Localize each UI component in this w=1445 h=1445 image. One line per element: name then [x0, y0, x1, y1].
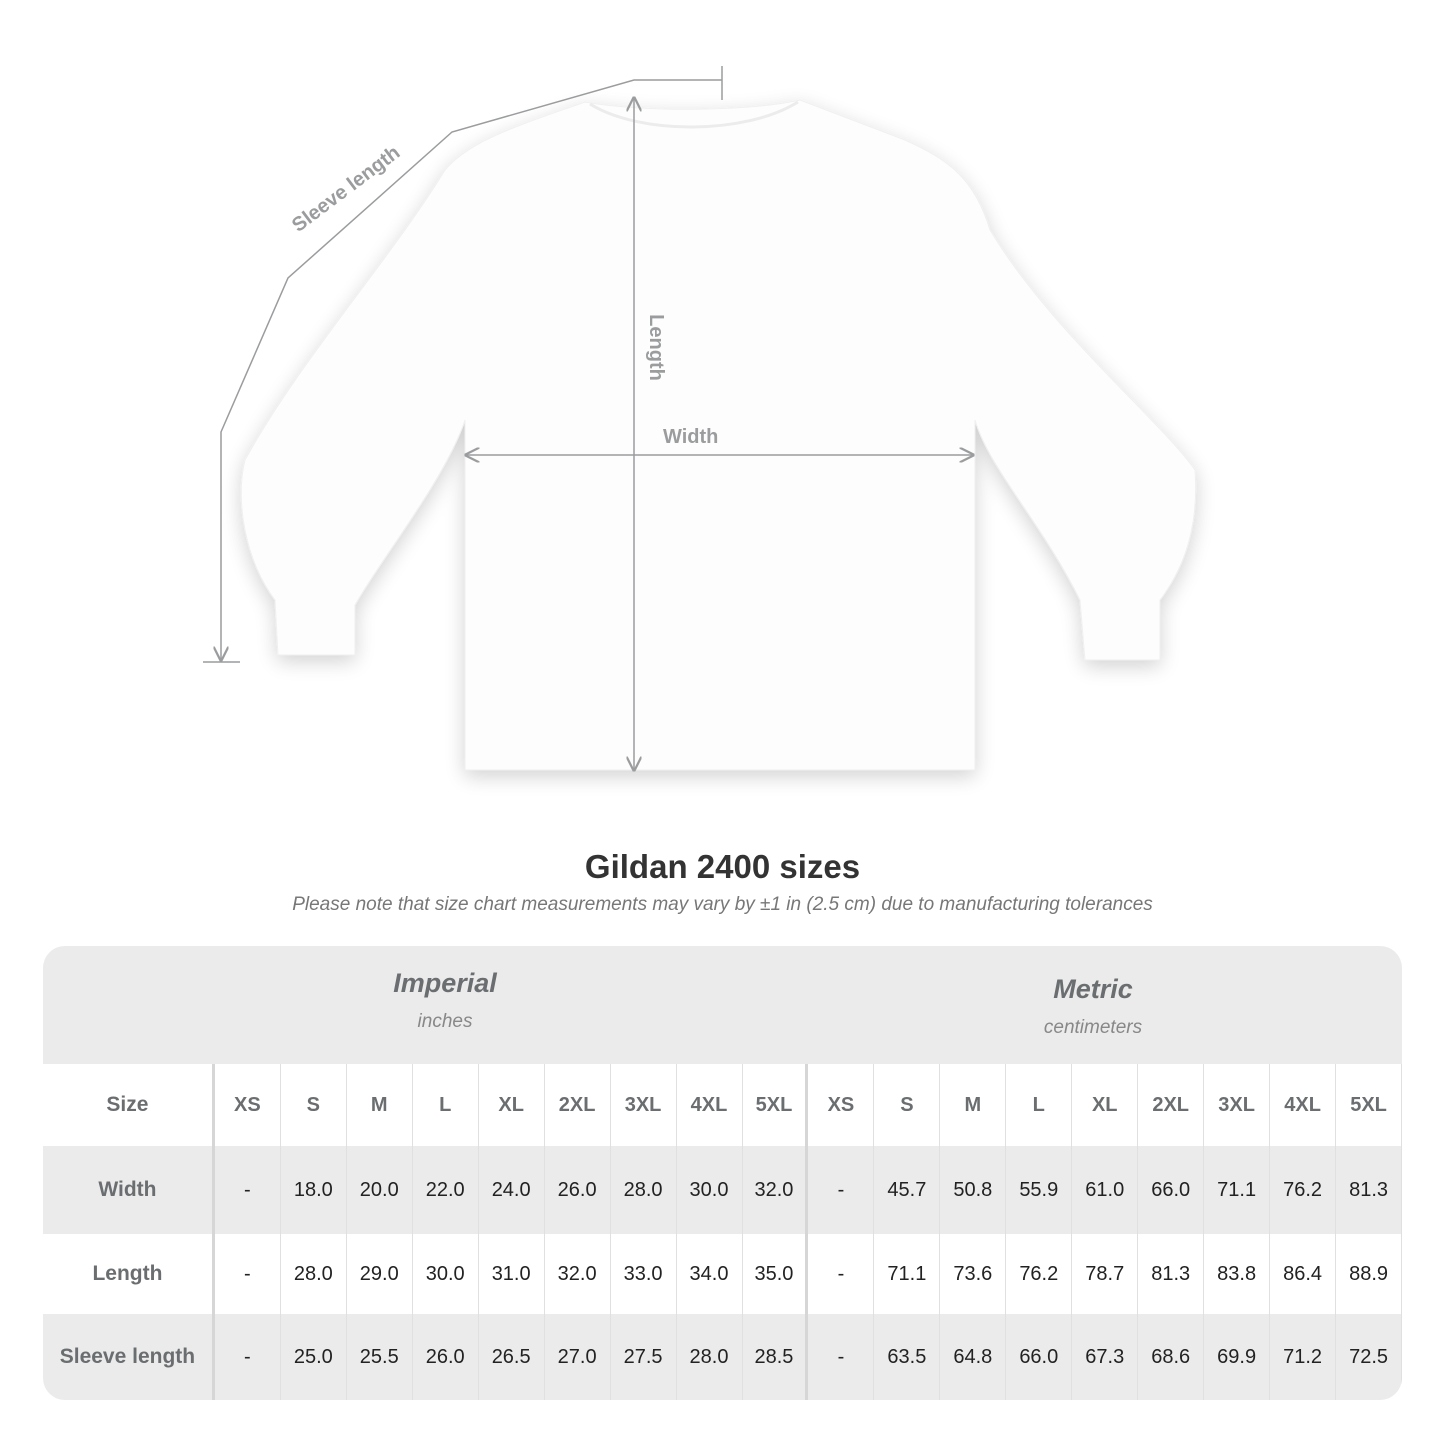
- imperial-value-cell: 31.0: [479, 1234, 545, 1314]
- metric-value-cell: 55.9: [1006, 1146, 1073, 1234]
- imperial-value-cell: 28.5: [743, 1314, 809, 1400]
- size-header-cell: XS: [215, 1064, 281, 1146]
- imperial-value-cell: 27.5: [611, 1314, 677, 1400]
- size-label: Size: [43, 1064, 215, 1146]
- imperial-value-cell: 28.0: [611, 1146, 677, 1234]
- metric-title: Metric: [1053, 974, 1133, 1004]
- imperial-value-cell: 30.0: [677, 1146, 743, 1234]
- metric-value-cell: 66.0: [1006, 1314, 1073, 1400]
- size-header-cell: 5XL: [1336, 1064, 1402, 1146]
- metric-value-cell: 63.5: [874, 1314, 941, 1400]
- size-header-cell: 2XL: [1138, 1064, 1205, 1146]
- size-header-cell: 4XL: [1270, 1064, 1337, 1146]
- unit-header-band: [43, 946, 1402, 1064]
- imperial-value-cell: 35.0: [743, 1234, 809, 1314]
- size-header-cell: L: [1006, 1064, 1073, 1146]
- table-row: Width -18.0 20.0 22.0 24.0 26.0 28.0 30.0 32.0-4…: [43, 1146, 1402, 1234]
- shirt-diagram: Sleeve length Length Width: [203, 66, 1197, 820]
- metric-value-cell: 72.5: [1336, 1314, 1402, 1400]
- metric-value-cell: 88.9: [1336, 1234, 1402, 1314]
- metric-value-cell: -: [808, 1314, 875, 1400]
- metric-value-cell: 76.2: [1270, 1146, 1337, 1234]
- imperial-value-cell: 20.0: [347, 1146, 413, 1234]
- metric-value-cell: 81.3: [1336, 1146, 1402, 1234]
- size-header-cell: XL: [1072, 1064, 1139, 1146]
- metric-value-cell: 78.7: [1072, 1234, 1139, 1314]
- page-title: Gildan 2400 sizes: [584, 848, 861, 885]
- metric-value-cell: 67.3: [1072, 1314, 1139, 1400]
- imperial-value-cell: 29.0: [347, 1234, 413, 1314]
- size-header-cell: XL: [479, 1064, 545, 1146]
- size-header-cell: M: [347, 1064, 413, 1146]
- metric-value-cell: 69.9: [1204, 1314, 1271, 1400]
- imperial-value-cell: -: [215, 1234, 281, 1314]
- metric-value-cell: 81.3: [1138, 1234, 1205, 1314]
- table-row: Sleeve length -25.0 25.5 26.0 26.5 27.0 27.5 28…: [43, 1314, 1402, 1400]
- metric-header: Metric centimeters: [843, 974, 1343, 1039]
- size-header-cell: 4XL: [677, 1064, 743, 1146]
- imperial-value-cell: 28.0: [281, 1234, 347, 1314]
- imperial-value-cell: 27.0: [545, 1314, 611, 1400]
- imperial-value-cell: 34.0: [677, 1234, 743, 1314]
- imperial-value-cell: 18.0: [281, 1146, 347, 1234]
- imperial-value-cell: 32.0: [545, 1234, 611, 1314]
- imperial-value-cell: 28.0: [677, 1314, 743, 1400]
- imperial-value-cell: 33.0: [611, 1234, 677, 1314]
- imperial-value-cell: 26.5: [479, 1314, 545, 1400]
- metric-value-cell: 73.6: [940, 1234, 1007, 1314]
- size-header-cell: S: [281, 1064, 347, 1146]
- size-table: Imperial inches Metric centimeters Size X…: [43, 946, 1402, 1400]
- metric-value-cell: 64.8: [940, 1314, 1007, 1400]
- measurement-lines: [203, 66, 973, 770]
- row-label: Length: [43, 1234, 215, 1314]
- metric-value-cell: 45.7: [874, 1146, 941, 1234]
- metric-value-cell: 50.8: [940, 1146, 1007, 1234]
- imperial-value-cell: 30.0: [413, 1234, 479, 1314]
- tolerance-note: Please note that size chart measurements…: [292, 894, 1153, 915]
- imperial-value-cell: 26.0: [413, 1314, 479, 1400]
- size-header-cell: S: [874, 1064, 941, 1146]
- shirt-illustration: [203, 66, 1197, 820]
- imperial-value-cell: 25.5: [347, 1314, 413, 1400]
- size-header-row: Size XS S M L XL 2XL 3XL 4XL 5XL XS S M L XL 2XL 3XL 4XL 5…: [43, 1064, 1402, 1146]
- metric-value-cell: 71.2: [1270, 1314, 1337, 1400]
- row-label: Width: [43, 1146, 215, 1234]
- size-header-cell: 3XL: [1204, 1064, 1271, 1146]
- size-header-cell: M: [940, 1064, 1007, 1146]
- shirt-shape: [240, 99, 1197, 771]
- imperial-value-cell: 22.0: [413, 1146, 479, 1234]
- imperial-header: Imperial inches: [215, 968, 675, 1033]
- metric-value-cell: 83.8: [1204, 1234, 1271, 1314]
- metric-value-cell: 61.0: [1072, 1146, 1139, 1234]
- size-header-cell: 2XL: [545, 1064, 611, 1146]
- metric-unit: centimeters: [1043, 1017, 1143, 1038]
- table-row: Length -28.0 29.0 30.0 31.0 32.0 33.0 34.0 35.0-…: [43, 1234, 1402, 1314]
- imperial-value-cell: 32.0: [743, 1146, 809, 1234]
- imperial-unit: inches: [417, 1011, 473, 1032]
- imperial-value-cell: 25.0: [281, 1314, 347, 1400]
- metric-value-cell: 66.0: [1138, 1146, 1205, 1234]
- imperial-value-cell: -: [215, 1146, 281, 1234]
- metric-value-cell: 76.2: [1006, 1234, 1073, 1314]
- metric-value-cell: -: [808, 1146, 875, 1234]
- width-label: Width: [663, 426, 719, 448]
- size-header-cell: L: [413, 1064, 479, 1146]
- imperial-value-cell: 24.0: [479, 1146, 545, 1234]
- imperial-title: Imperial: [393, 968, 497, 998]
- size-header-cell: 5XL: [743, 1064, 809, 1146]
- length-label: Length: [644, 314, 667, 381]
- row-label: Sleeve length: [43, 1314, 215, 1400]
- imperial-value-cell: 26.0: [545, 1146, 611, 1234]
- metric-value-cell: 71.1: [874, 1234, 941, 1314]
- metric-value-cell: -: [808, 1234, 875, 1314]
- imperial-value-cell: -: [215, 1314, 281, 1400]
- size-header-cell: XS: [808, 1064, 875, 1146]
- size-header-cell: 3XL: [611, 1064, 677, 1146]
- metric-value-cell: 71.1: [1204, 1146, 1271, 1234]
- metric-value-cell: 68.6: [1138, 1314, 1205, 1400]
- metric-value-cell: 86.4: [1270, 1234, 1337, 1314]
